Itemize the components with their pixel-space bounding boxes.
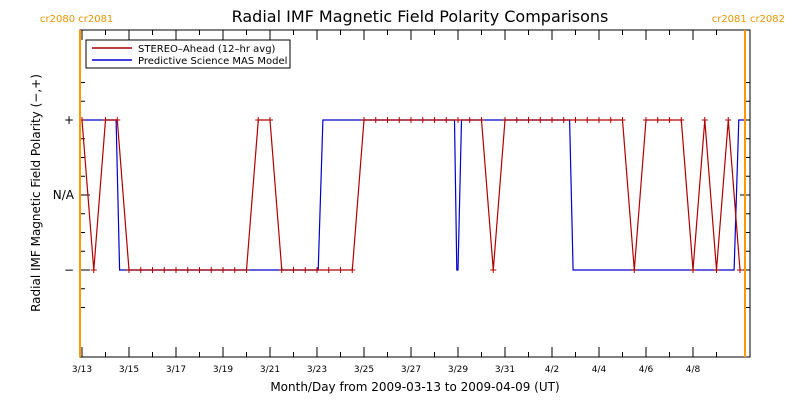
- data-point-stereo: [560, 117, 567, 123]
- x-tick-label: 3/19: [213, 365, 233, 375]
- data-point-stereo: [314, 267, 320, 273]
- data-point-stereo: [525, 117, 532, 123]
- data-point-stereo: [654, 117, 661, 123]
- data-point-stereo: [513, 117, 520, 123]
- legend: STEREO–Ahead (12–hr avg) Predictive Scie…: [85, 39, 291, 69]
- data-point-stereo: [349, 267, 356, 273]
- y-tick-label: −: [64, 263, 74, 277]
- data-point-stereo: [102, 117, 109, 123]
- x-tick-label: 3/31: [495, 365, 515, 375]
- rotation-markers: [79, 30, 746, 357]
- series-line-model: [82, 119, 745, 271]
- data-point-stereo: [149, 267, 156, 273]
- rotation-label-right: cr2081 cr2082: [712, 14, 785, 25]
- data-point-stereo: [184, 267, 191, 273]
- data-point-stereo: [90, 267, 97, 273]
- legend-box: [85, 39, 291, 69]
- x-tick-label: 3/25: [354, 365, 374, 375]
- data-point-stereo: [255, 117, 262, 123]
- plot-frame: [79, 29, 751, 358]
- data-point-stereo: [713, 267, 720, 273]
- data-point-stereo: [690, 267, 696, 273]
- y-axis-ticks: + N/A −: [53, 82, 750, 308]
- data-point-stereo: [431, 117, 438, 123]
- data-point-stereo: [725, 117, 732, 123]
- data-point-stereo: [372, 117, 379, 123]
- data-point-stereo: [220, 267, 226, 273]
- data-point-stereo: [278, 267, 285, 273]
- data-point-stereo: [537, 117, 544, 123]
- data-point-stereo: [196, 267, 203, 273]
- x-tick-label: 3/29: [448, 365, 468, 375]
- data-point-stereo: [643, 117, 649, 123]
- data-point-stereo: [126, 267, 132, 273]
- data-point-stereo: [443, 117, 450, 123]
- data-point-stereo: [408, 117, 414, 123]
- data-point-stereo: [666, 117, 673, 123]
- data-point-stereo: [114, 117, 121, 123]
- data-point-stereo: [243, 267, 250, 273]
- data-point-stereo: [584, 117, 591, 123]
- x-tick-label: 3/27: [401, 365, 421, 375]
- x-axis-ticks: 3/13 3/15 3/17 3/19 3/21 3/23 3/25 3/27 3/29 3/31…: [72, 30, 717, 375]
- data-point-stereo: [502, 117, 508, 123]
- data-point-stereo: [701, 117, 708, 123]
- y-axis-label: Radial IMF Magnetic Field Polarity (−,+): [29, 74, 43, 312]
- data-point-stereo: [173, 267, 179, 273]
- data-point-stereo: [572, 117, 579, 123]
- data-point-stereo: [607, 117, 614, 123]
- data-point-stereo: [208, 267, 215, 273]
- data-point-stereo: [596, 117, 602, 123]
- data-point-stereo: [361, 117, 367, 123]
- data-point-stereo: [231, 267, 238, 273]
- data-point-stereo: [137, 267, 144, 273]
- data-point-stereo: [302, 267, 309, 273]
- y-tick-label: N/A: [53, 188, 75, 202]
- data-point-stereo: [678, 117, 685, 123]
- legend-label-stereo: STEREO–Ahead (12–hr avg): [138, 44, 276, 55]
- data-point-stereo: [325, 267, 332, 273]
- data-point-stereo: [384, 117, 391, 123]
- data-point-stereo: [161, 267, 168, 273]
- series-line-stereo: [81, 119, 741, 271]
- x-tick-label: 3/23: [307, 365, 327, 375]
- data-point-stereo: [478, 117, 485, 123]
- x-tick-label: 3/21: [260, 365, 280, 375]
- data-point-stereo: [619, 117, 626, 123]
- chart-title: Radial IMF Magnetic Field Polarity Compa…: [232, 7, 609, 26]
- data-point-stereo: [466, 117, 473, 123]
- data-point-stereo: [290, 267, 297, 273]
- x-tick-label: 3/17: [166, 365, 186, 375]
- series-layer: [79, 117, 745, 273]
- data-point-stereo: [631, 267, 638, 273]
- data-point-stereo: [737, 267, 743, 273]
- data-point-stereo: [549, 117, 555, 123]
- x-tick-label: 4/2: [545, 365, 559, 375]
- x-tick-label: 3/15: [119, 365, 139, 375]
- x-tick-label: 3/13: [72, 365, 92, 375]
- x-axis-label: Month/Day from 2009-03-13 to 2009-04-09 …: [270, 380, 559, 394]
- data-point-stereo: [267, 117, 273, 123]
- x-tick-label: 4/4: [592, 365, 607, 375]
- x-tick-label: 4/8: [686, 365, 701, 375]
- data-point-stereo: [396, 117, 403, 123]
- data-point-stereo: [455, 117, 461, 123]
- legend-label-model: Predictive Science MAS Model: [138, 56, 287, 67]
- data-point-stereo: [419, 117, 426, 123]
- data-point-stereo: [490, 267, 497, 273]
- x-tick-label: 4/6: [639, 365, 654, 375]
- rotation-label-left: cr2080 cr2081: [40, 14, 113, 25]
- data-point-stereo: [337, 267, 344, 273]
- y-tick-label: +: [64, 113, 74, 127]
